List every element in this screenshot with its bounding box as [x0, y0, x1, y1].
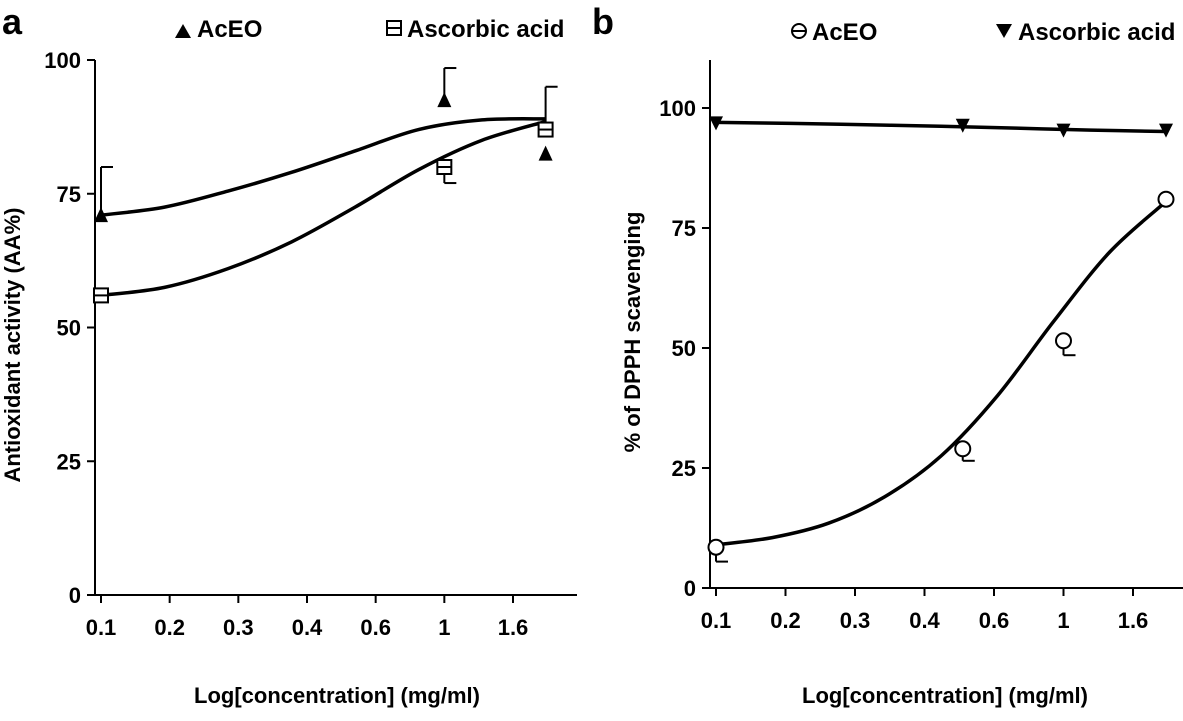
- x-tick-label: 1: [438, 615, 450, 640]
- x-ticks-a: 0.1 0.2 0.3 0.4 0.6 1 1.6: [86, 595, 529, 640]
- x-tick-label: 0.1: [701, 608, 732, 633]
- y-tick-label: 75: [57, 182, 81, 207]
- x-axis-label-b: Log[concentration] (mg/ml): [802, 683, 1088, 708]
- x-tick-label: 0.4: [292, 615, 323, 640]
- y-axis-label-b: % of DPPH scavenging: [620, 212, 645, 453]
- data-point: [955, 118, 970, 133]
- data-point: [1056, 123, 1071, 138]
- legend-label-ascorbic-b: Ascorbic acid: [1018, 19, 1175, 46]
- y-ticks-a: 0 25 50 75 100: [44, 48, 95, 608]
- x-tick-label: 0.3: [840, 608, 871, 633]
- data-point: [1158, 123, 1173, 138]
- legend-label-aceo-a: AcEO: [197, 16, 262, 43]
- y-tick-label: 100: [44, 48, 81, 73]
- y-tick-label: 50: [57, 316, 81, 341]
- series-b: [707, 116, 1175, 563]
- y-tick-label: 25: [672, 456, 696, 481]
- legend-marker-circle: [791, 23, 807, 39]
- x-tick-label: 0.1: [86, 615, 117, 640]
- data-point: [954, 440, 972, 458]
- y-axis-label-a: Antioxidant activity (AA%): [0, 207, 25, 482]
- fit-curve: [100, 119, 547, 298]
- legend-label-ascorbic-a: Ascorbic acid: [407, 16, 564, 43]
- axes-b: [709, 60, 1183, 589]
- data-point: [1055, 332, 1072, 350]
- data-point: [538, 145, 553, 161]
- x-tick-label: 0.2: [154, 615, 185, 640]
- y-tick-label: 100: [659, 96, 696, 121]
- fit-curve: [100, 117, 546, 217]
- x-tick-label: 0.6: [360, 615, 391, 640]
- fit-curve: [715, 120, 1167, 134]
- x-tick-label: 0.2: [770, 608, 801, 633]
- panel-letter-b: b: [592, 1, 614, 42]
- x-axis-label-a: Log[concentration] (mg/ml): [194, 683, 480, 708]
- panel-letter-a: a: [2, 1, 23, 42]
- y-tick-label: 25: [57, 449, 81, 474]
- legend-marker-triangle-up: [175, 24, 191, 38]
- legend-marker-triangle-down: [996, 24, 1012, 38]
- x-tick-label: 1.6: [498, 615, 529, 640]
- legend-a: AcEO Ascorbic acid: [175, 16, 564, 43]
- data-point: [709, 116, 723, 131]
- legend-marker-square: [386, 20, 402, 36]
- data-point: [94, 207, 108, 223]
- fit-curve: [715, 200, 1168, 547]
- legend-label-aceo-b: AcEO: [812, 19, 877, 46]
- x-tick-label: 0.3: [223, 615, 254, 640]
- y-tick-label: 75: [672, 216, 696, 241]
- legend-b: AcEO Ascorbic acid: [791, 19, 1175, 46]
- x-tick-label: 1.6: [1118, 608, 1149, 633]
- x-ticks-b: 0.1 0.2 0.3 0.4 0.6 1 1.6: [701, 588, 1149, 633]
- y-tick-label: 0: [684, 576, 696, 601]
- y-ticks-b: 0 25 50 75 100: [659, 96, 710, 601]
- data-point: [707, 538, 725, 556]
- y-tick-label: 0: [69, 583, 81, 608]
- data-point: [1157, 190, 1175, 208]
- y-tick-label: 50: [672, 336, 696, 361]
- chart-panel-a: 0 25 50 75 100 0.1 0.2 0.3 0.4 0.6 1 1.6 Log[conce…: [0, 16, 577, 708]
- axes-a: [94, 60, 577, 596]
- chart-panel-b: 0 25 50 75 100 0.1 0.2 0.3 0.4 0.6 1 1.6 Log[conce…: [620, 19, 1183, 708]
- data-point: [437, 92, 452, 108]
- x-tick-label: 0.4: [909, 608, 940, 633]
- x-tick-label: 1: [1057, 608, 1069, 633]
- x-tick-label: 0.6: [979, 608, 1010, 633]
- series-a: [93, 67, 558, 304]
